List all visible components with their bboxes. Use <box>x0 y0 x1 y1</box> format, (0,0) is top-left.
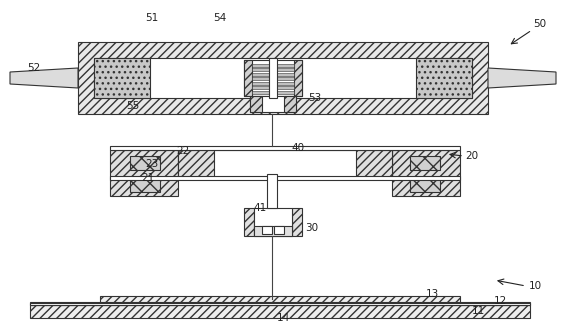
Text: 51: 51 <box>145 13 158 23</box>
Text: 21: 21 <box>142 173 155 183</box>
Bar <box>178 150 214 178</box>
Bar <box>130 156 160 170</box>
Text: 41: 41 <box>254 203 267 213</box>
Bar <box>30 305 530 318</box>
Bar <box>254 208 292 236</box>
Bar <box>262 226 272 234</box>
Bar <box>130 178 160 192</box>
Text: 22: 22 <box>177 146 190 156</box>
Bar <box>250 96 262 112</box>
Text: 10: 10 <box>529 281 542 291</box>
Polygon shape <box>10 68 78 88</box>
Text: 30: 30 <box>306 223 319 233</box>
Bar <box>244 60 302 96</box>
Text: 12: 12 <box>494 296 507 306</box>
Bar <box>392 178 460 196</box>
Bar <box>267 174 277 208</box>
Bar <box>252 68 294 71</box>
Bar <box>356 150 392 178</box>
Bar <box>178 150 392 178</box>
Bar <box>294 60 302 96</box>
Bar <box>100 296 460 302</box>
Bar <box>250 96 296 112</box>
Text: 53: 53 <box>308 93 321 103</box>
Bar <box>110 178 178 196</box>
Bar <box>410 156 440 170</box>
Bar <box>252 91 294 94</box>
Bar <box>110 176 460 180</box>
Bar <box>252 86 294 89</box>
Text: 40: 40 <box>291 143 305 153</box>
Text: 11: 11 <box>471 306 484 316</box>
Bar <box>254 226 292 236</box>
Bar <box>110 150 178 178</box>
Bar <box>30 303 530 305</box>
Bar <box>78 42 488 114</box>
Bar <box>94 58 150 98</box>
Text: 54: 54 <box>213 13 226 23</box>
Bar <box>274 226 284 234</box>
Bar <box>410 178 440 192</box>
Bar <box>252 64 294 67</box>
Bar <box>269 58 277 98</box>
Text: 50: 50 <box>533 19 547 29</box>
Text: 14: 14 <box>276 313 290 323</box>
Bar <box>30 302 530 305</box>
Bar <box>416 58 472 98</box>
Text: 52: 52 <box>27 63 41 73</box>
Bar <box>244 208 254 236</box>
Bar <box>110 146 460 150</box>
Bar <box>252 77 294 80</box>
Text: 23: 23 <box>145 159 158 169</box>
Bar <box>392 150 460 178</box>
Text: 55: 55 <box>126 101 140 111</box>
Bar <box>292 208 302 236</box>
Polygon shape <box>488 68 556 88</box>
Bar <box>94 58 472 98</box>
Text: 20: 20 <box>465 151 479 161</box>
Bar <box>284 96 296 112</box>
Bar <box>244 60 252 96</box>
Bar <box>252 73 294 76</box>
Text: 13: 13 <box>426 289 439 299</box>
Bar <box>252 82 294 85</box>
